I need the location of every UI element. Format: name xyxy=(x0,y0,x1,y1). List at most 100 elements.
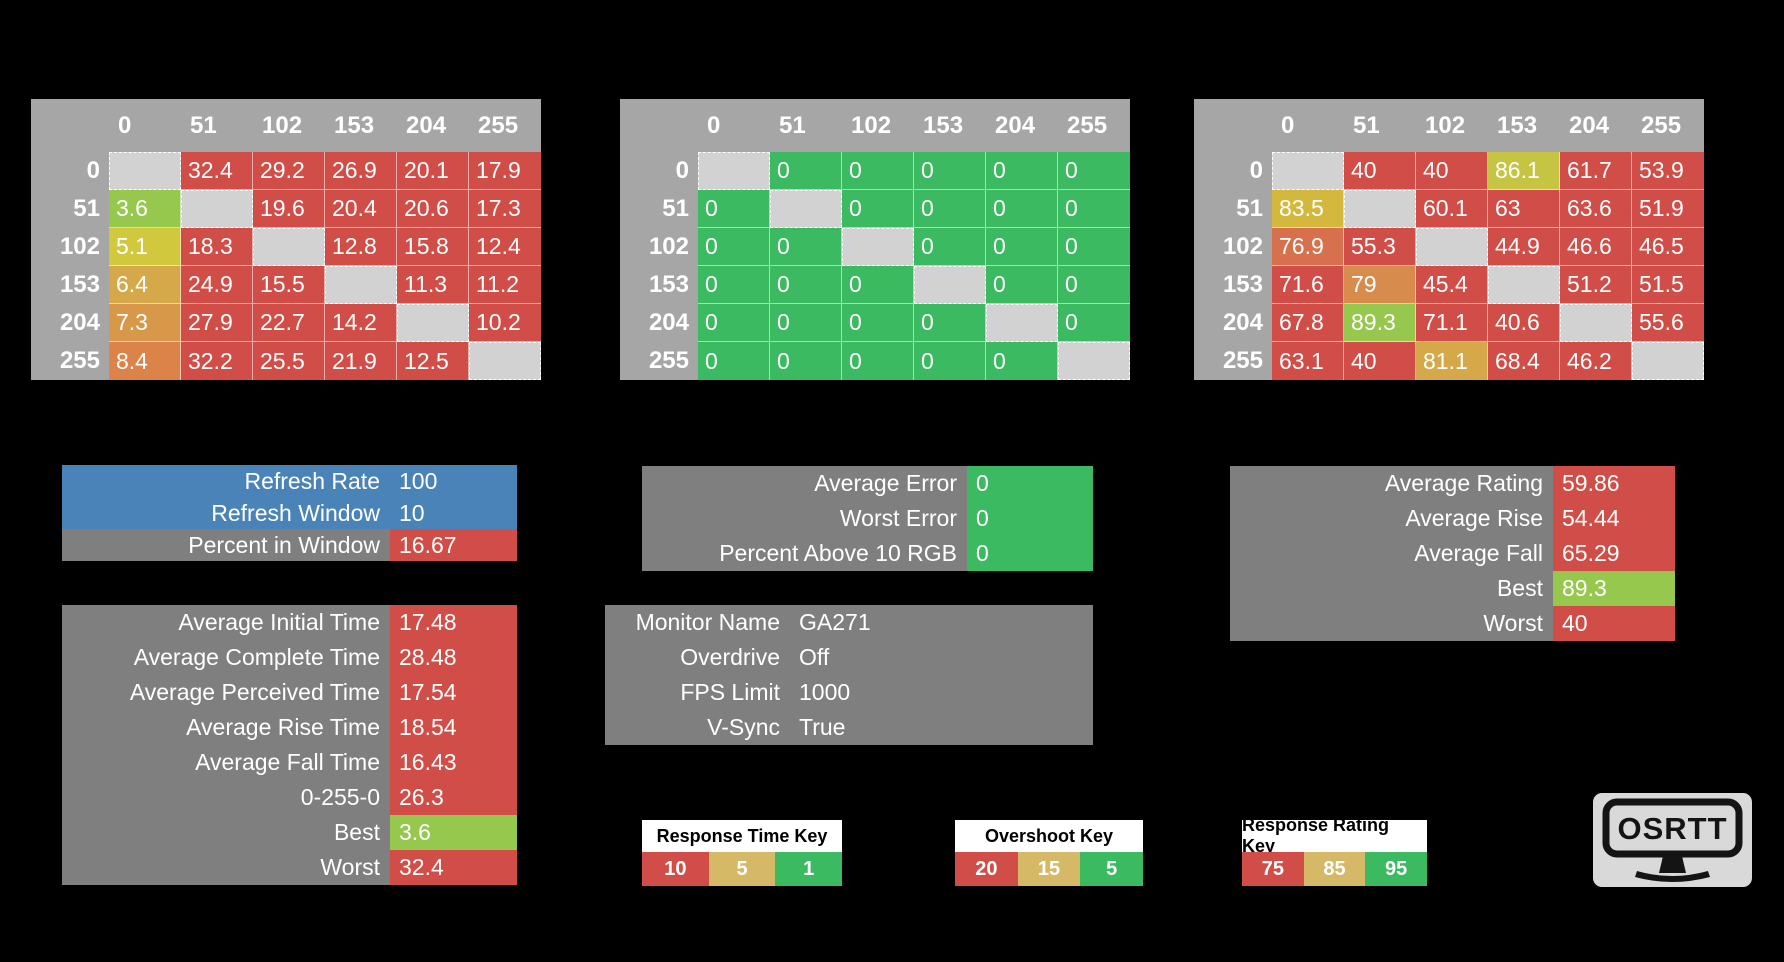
matrix-col-header: 51 xyxy=(190,111,217,139)
response-rating-key: Response Rating Key 75 85 95 xyxy=(1242,815,1428,886)
matrix-cell: 63.1 xyxy=(1272,342,1344,380)
monitor-icon: OSRTT xyxy=(1602,798,1743,882)
panel-label: Monitor Name xyxy=(635,609,780,635)
matrix-cell: 5.1 xyxy=(109,228,181,266)
panel-value: 65.29 xyxy=(1553,536,1675,571)
matrix-diagonal-cell xyxy=(1344,190,1416,228)
panel-value: 16.43 xyxy=(390,745,517,780)
matrix-col-header: 204 xyxy=(995,111,1036,139)
panel-value: 28.48 xyxy=(390,640,517,675)
matrix-cell: 0 xyxy=(842,266,914,304)
panel-row: Monitor Name GA271 xyxy=(605,605,1093,640)
matrix-cell: 21.9 xyxy=(325,342,397,380)
matrix-cell: 89.3 xyxy=(1344,304,1416,342)
matrix-row-header: 153 xyxy=(1222,271,1263,298)
matrix-col-header: 0 xyxy=(707,111,721,139)
panel-row: Refresh Window 10 xyxy=(62,497,517,529)
panel-value: 0 xyxy=(967,466,1093,501)
key-cell: 1 xyxy=(775,852,843,886)
matrix-row-header: 51 xyxy=(1236,195,1263,222)
panel-label: Best xyxy=(1496,575,1543,601)
panel-value: 100 xyxy=(399,467,438,494)
panel-row: Average Rating 59.86 xyxy=(1230,466,1675,501)
matrix-corner xyxy=(1194,99,1272,152)
key-title: Overshoot Key xyxy=(955,820,1143,852)
panel-label: Average Rating xyxy=(1384,470,1543,496)
matrix-cell: 32.4 xyxy=(181,152,253,190)
error-panel: Average Error 0 Worst Error 0 Percent Above … xyxy=(642,466,1093,571)
panel-value: GA271 xyxy=(799,609,871,635)
matrix-diagonal-cell xyxy=(181,190,253,228)
matrix-col-header: 0 xyxy=(1281,111,1295,139)
panel-value: 26.3 xyxy=(390,780,517,815)
panel-row: Average Complete Time 28.48 xyxy=(62,640,517,675)
matrix-diagonal-cell xyxy=(469,342,541,380)
panel-value: True xyxy=(799,714,846,740)
matrix-cell: 0 xyxy=(914,304,986,342)
matrix-col-header: 255 xyxy=(1641,111,1682,139)
matrix-diagonal-cell xyxy=(1560,304,1632,342)
matrix-cell: 32.2 xyxy=(181,342,253,380)
key-cell: 75 xyxy=(1242,852,1304,886)
matrix-cell: 40 xyxy=(1344,152,1416,190)
matrix-cell: 51.5 xyxy=(1632,266,1704,304)
matrix-diagonal-cell xyxy=(397,304,469,342)
matrix-row-header: 102 xyxy=(1222,233,1263,260)
matrix-diagonal-cell xyxy=(842,228,914,266)
matrix-row-header: 51 xyxy=(662,195,689,222)
matrix-cell: 20.6 xyxy=(397,190,469,228)
panel-row: Worst Error 0 xyxy=(642,501,1093,536)
refresh-rate-panel: Refresh Rate 100 Refresh Window 10 Percent i… xyxy=(62,465,517,561)
matrix-cell: 63 xyxy=(1488,190,1560,228)
panel-row: Percent in Window 16.67 xyxy=(62,529,517,561)
matrix-cell: 67.8 xyxy=(1272,304,1344,342)
panel-label: Refresh Window xyxy=(211,499,380,526)
matrix-diagonal-cell xyxy=(914,266,986,304)
panel-label: Overdrive xyxy=(680,644,780,670)
key-cell: 85 xyxy=(1303,852,1366,886)
panel-row: Worst 40 xyxy=(1230,606,1675,641)
matrix-cell: 71.6 xyxy=(1272,266,1344,304)
matrix-cell: 0 xyxy=(1058,266,1130,304)
matrix-diagonal-cell xyxy=(1416,228,1488,266)
matrix-cell: 46.2 xyxy=(1560,342,1632,380)
panel-label: Average Perceived Time xyxy=(129,679,380,705)
matrix-diagonal-cell xyxy=(1058,342,1130,380)
panel-row: 0-255-0 26.3 xyxy=(62,780,517,815)
panel-label: Worst xyxy=(1483,610,1543,636)
matrix-cell: 10.2 xyxy=(469,304,541,342)
matrix-cell: 25.5 xyxy=(253,342,325,380)
matrix-row-header: 204 xyxy=(648,309,689,336)
matrix-cell: 3.6 xyxy=(109,190,181,228)
matrix-cell: 19.6 xyxy=(253,190,325,228)
panel-label: Average Rise Time xyxy=(186,714,380,740)
matrix-col-header: 204 xyxy=(1569,111,1610,139)
matrix-cell: 22.7 xyxy=(253,304,325,342)
matrix-cell: 63.6 xyxy=(1560,190,1632,228)
matrix-col-header: 153 xyxy=(1497,111,1538,139)
matrix-diagonal-cell xyxy=(253,228,325,266)
matrix-cell: 71.1 xyxy=(1416,304,1488,342)
matrix-cell: 46.5 xyxy=(1632,228,1704,266)
matrix-cell: 0 xyxy=(698,342,770,380)
monitor-screen-outline xyxy=(1602,798,1743,858)
matrix-cell: 0 xyxy=(986,342,1058,380)
matrix-row-header: 102 xyxy=(59,233,100,260)
matrix-corner xyxy=(31,99,109,152)
panel-label: Percent Above 10 RGB xyxy=(719,540,957,566)
panel-value: 1000 xyxy=(799,679,851,705)
panel-row: Average Fall Time 16.43 xyxy=(62,745,517,780)
matrix-row-header: 153 xyxy=(59,271,100,298)
panel-label: Average Rise xyxy=(1405,505,1543,531)
key-cells: 75 85 95 xyxy=(1242,852,1428,886)
matrix-cell: 6.4 xyxy=(109,266,181,304)
matrix-col-header: 153 xyxy=(923,111,964,139)
panel-label: V-Sync xyxy=(707,714,780,740)
panel-label: FPS Limit xyxy=(680,679,780,705)
matrix-cell: 61.7 xyxy=(1560,152,1632,190)
matrix-corner xyxy=(620,99,698,152)
matrix-cell: 29.2 xyxy=(253,152,325,190)
key-cells: 20 15 5 xyxy=(955,852,1144,886)
matrix-cell: 0 xyxy=(1058,304,1130,342)
